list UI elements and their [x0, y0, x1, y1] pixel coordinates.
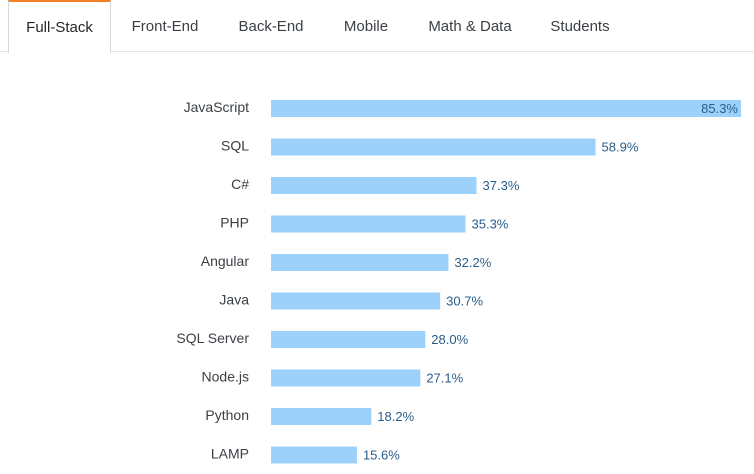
tab-front-end[interactable]: Front-End — [131, 17, 199, 35]
bar — [271, 408, 372, 425]
value-label: 15.6% — [363, 447, 400, 462]
category-label: JavaScript — [184, 99, 249, 115]
tab-math-data[interactable]: Math & Data — [428, 17, 512, 35]
value-label: 58.9% — [602, 139, 639, 154]
category-label: SQL Server — [176, 330, 249, 346]
bar — [271, 331, 426, 348]
value-label: 35.3% — [472, 216, 509, 231]
value-label: 32.2% — [454, 255, 491, 270]
value-label: 28.0% — [431, 332, 468, 347]
category-label: Python — [205, 407, 249, 423]
bar — [271, 177, 477, 194]
tab-full-stack[interactable]: Full-Stack — [8, 0, 111, 53]
value-label: 30.7% — [446, 293, 483, 308]
category-label: SQL — [221, 138, 249, 154]
bar — [271, 215, 466, 233]
value-label: 85.3% — [701, 101, 738, 116]
category-label: Node.js — [202, 369, 249, 385]
bar — [271, 138, 596, 156]
category-label: PHP — [220, 215, 249, 231]
bar — [271, 446, 357, 464]
bar — [271, 100, 741, 117]
category-label: C# — [231, 176, 249, 192]
value-label: 37.3% — [483, 178, 520, 193]
bar — [271, 254, 449, 271]
category-label: LAMP — [211, 446, 249, 462]
category-label: Angular — [201, 253, 250, 269]
tab-students[interactable]: Students — [550, 17, 610, 35]
bar — [271, 292, 441, 310]
tab-back-end[interactable]: Back-End — [238, 17, 304, 35]
value-label: 18.2% — [377, 409, 414, 424]
category-label: Java — [219, 292, 249, 308]
technology-bar-chart: JavaScript 85.3% SQL 58.9% C# 37.3% PHP 35.3% An… — [0, 52, 754, 474]
value-label: 27.1% — [426, 370, 463, 385]
tab-mobile[interactable]: Mobile — [343, 17, 389, 35]
bar — [271, 369, 421, 387]
bar-chart-svg: JavaScript 85.3% SQL 58.9% C# 37.3% PHP 35.3% An… — [176, 99, 741, 464]
language-tab-bar: Full-Stack Front-End Back-End Mobile Mat… — [0, 0, 754, 53]
